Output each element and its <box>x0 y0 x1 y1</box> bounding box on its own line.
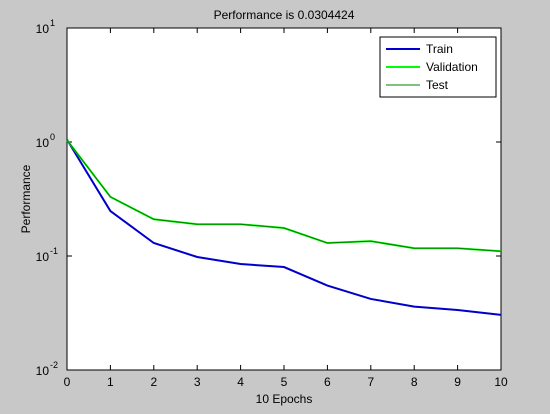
x-tick-label: 6 <box>324 375 331 389</box>
y-tick-exponent: -2 <box>50 360 58 370</box>
series-line <box>66 139 502 316</box>
x-tick-label: 9 <box>454 375 461 389</box>
y-tick-label: 10 <box>36 364 50 378</box>
x-tick-label: 4 <box>237 375 244 389</box>
y-tick-label: 10 <box>36 250 50 264</box>
y-tick-exponent: 1 <box>50 18 55 28</box>
legend-label: Test <box>426 78 449 92</box>
x-tick-label: 7 <box>367 375 374 389</box>
x-axis-label: 10 Epochs <box>256 392 313 406</box>
y-tick-label: 10 <box>36 22 50 36</box>
y-tick-label: 10 <box>36 136 50 150</box>
legend-label: Validation <box>426 60 478 74</box>
x-tick-label: 8 <box>411 375 418 389</box>
x-tick-label: 0 <box>64 375 71 389</box>
x-tick-label: 1 <box>107 375 114 389</box>
chart-title: Performance is 0.0304424 <box>214 8 355 22</box>
legend-label: Train <box>426 42 453 56</box>
x-tick-label: 5 <box>281 375 288 389</box>
series-line <box>66 139 502 252</box>
y-tick-exponent: -1 <box>50 246 58 256</box>
y-axis-label: Performance <box>19 164 33 233</box>
x-tick-label: 3 <box>194 375 201 389</box>
y-tick-exponent: 0 <box>50 132 55 142</box>
x-tick-label: 10 <box>494 375 508 389</box>
legend: Train Validation Test <box>379 36 497 98</box>
x-tick-label: 2 <box>150 375 157 389</box>
